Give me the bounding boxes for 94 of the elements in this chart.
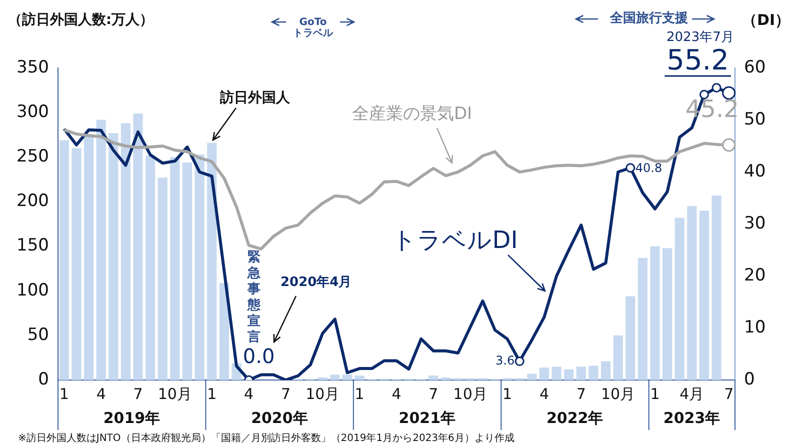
x-tick-label: 4 xyxy=(244,384,254,403)
bar xyxy=(600,361,611,380)
x-tick-label: 1 xyxy=(502,384,512,403)
bar xyxy=(330,374,340,380)
point xyxy=(712,83,722,93)
bar xyxy=(650,246,660,380)
annotation: 2020年4月 xyxy=(280,275,352,290)
text: GoTo トラベル xyxy=(292,17,334,39)
x-tick-label: 4 xyxy=(392,384,402,403)
y2-tick-label: 20 xyxy=(744,265,766,286)
bar xyxy=(588,366,598,380)
text: 2023年7月 xyxy=(666,30,734,46)
point xyxy=(626,163,636,173)
bar xyxy=(120,123,130,380)
y2-tick-label: 10 xyxy=(744,317,766,338)
x-tick-label: 7 xyxy=(724,384,734,403)
y-axis-title: （訪日外国人数:万人） xyxy=(8,12,154,28)
text: 訪日外国人 xyxy=(220,90,290,106)
data-label: 0.0 xyxy=(242,344,275,368)
text: 2022年 xyxy=(546,408,604,426)
y-tick-label: 50 xyxy=(27,324,49,345)
text: 全産業の景気DI xyxy=(352,104,472,124)
y-tick-label: 350 xyxy=(16,57,49,78)
point xyxy=(722,138,736,152)
bar xyxy=(182,162,192,380)
x-tick-label: 7 xyxy=(133,384,143,403)
bar xyxy=(96,120,106,380)
y2-tick-label: 0 xyxy=(744,369,755,390)
x-tick-label: 4 xyxy=(96,384,106,403)
x-tick-label: 10月 xyxy=(306,384,340,403)
x-tick-label: 10月 xyxy=(453,384,488,403)
x-tick-label: 1 xyxy=(59,384,69,403)
bar xyxy=(662,248,672,380)
x-tick-label: 1 xyxy=(354,384,364,403)
data-label: 40.8 xyxy=(635,160,662,175)
x-tick-label: 1 xyxy=(650,384,660,403)
text: 2019年 xyxy=(103,408,160,426)
x-tick-label: 7 xyxy=(280,384,290,403)
bar xyxy=(576,366,586,380)
y-tick-label: 200 xyxy=(16,191,49,212)
text: 全国旅行支援 xyxy=(610,11,688,26)
y-tick-label: 250 xyxy=(16,146,49,167)
bar xyxy=(354,376,364,380)
y2-tick-label: 50 xyxy=(744,109,766,130)
data-label: 55.2 xyxy=(666,43,729,76)
bar xyxy=(552,366,562,380)
bar xyxy=(539,368,550,380)
bar xyxy=(342,374,352,380)
annotation: 緊急事態宣言 xyxy=(247,250,261,346)
bar xyxy=(564,369,574,380)
bar xyxy=(194,154,204,380)
point xyxy=(514,356,524,366)
x-tick-label: 1 xyxy=(207,384,217,403)
text: 2020年 xyxy=(251,408,308,426)
y-tick-label: 0 xyxy=(38,369,49,390)
bar xyxy=(613,335,623,380)
y-tick-label: 300 xyxy=(16,102,49,122)
bar xyxy=(59,140,69,380)
y2-tick-label: 60 xyxy=(744,57,766,78)
data-label: 3.6 xyxy=(495,353,515,368)
y2-axis-title: （DI） xyxy=(742,10,790,28)
bar xyxy=(527,374,537,380)
text: 2021年 xyxy=(398,408,456,426)
x-tick-label: 7 xyxy=(428,384,438,403)
x-tick-label: 10月 xyxy=(158,384,192,403)
bar xyxy=(638,258,648,380)
series-label: トラベルDI xyxy=(392,226,518,254)
bar xyxy=(626,296,636,380)
x-tick-label: 4 xyxy=(539,384,549,403)
bar xyxy=(712,195,722,380)
bar xyxy=(440,377,451,380)
y2-tick-label: 30 xyxy=(744,213,766,234)
x-tick-label: 10月 xyxy=(601,384,636,403)
bar xyxy=(687,206,697,380)
y-tick-label: 150 xyxy=(16,236,49,256)
y2-tick-label: 40 xyxy=(744,161,766,182)
y-tick-label: 100 xyxy=(16,280,49,300)
bar xyxy=(158,178,168,380)
bar xyxy=(699,210,710,380)
bar xyxy=(146,155,156,380)
x-tick-label: 4月 xyxy=(680,384,704,403)
bar xyxy=(318,377,328,380)
bar xyxy=(219,282,229,380)
x-tick-label: 7 xyxy=(576,384,586,403)
bar xyxy=(170,157,180,380)
bar xyxy=(72,148,82,380)
bar xyxy=(674,218,684,380)
bar xyxy=(207,142,217,380)
text: ※訪日外国人数はJNTO（日本政府観光局）「国籍／月別訪日外客数」（2019年1月から2023年6月）より作成 xyxy=(18,432,514,444)
bar xyxy=(84,134,94,380)
bar xyxy=(133,113,143,380)
text: 2023年 xyxy=(663,408,720,426)
bar xyxy=(108,133,118,380)
bar xyxy=(428,376,438,380)
